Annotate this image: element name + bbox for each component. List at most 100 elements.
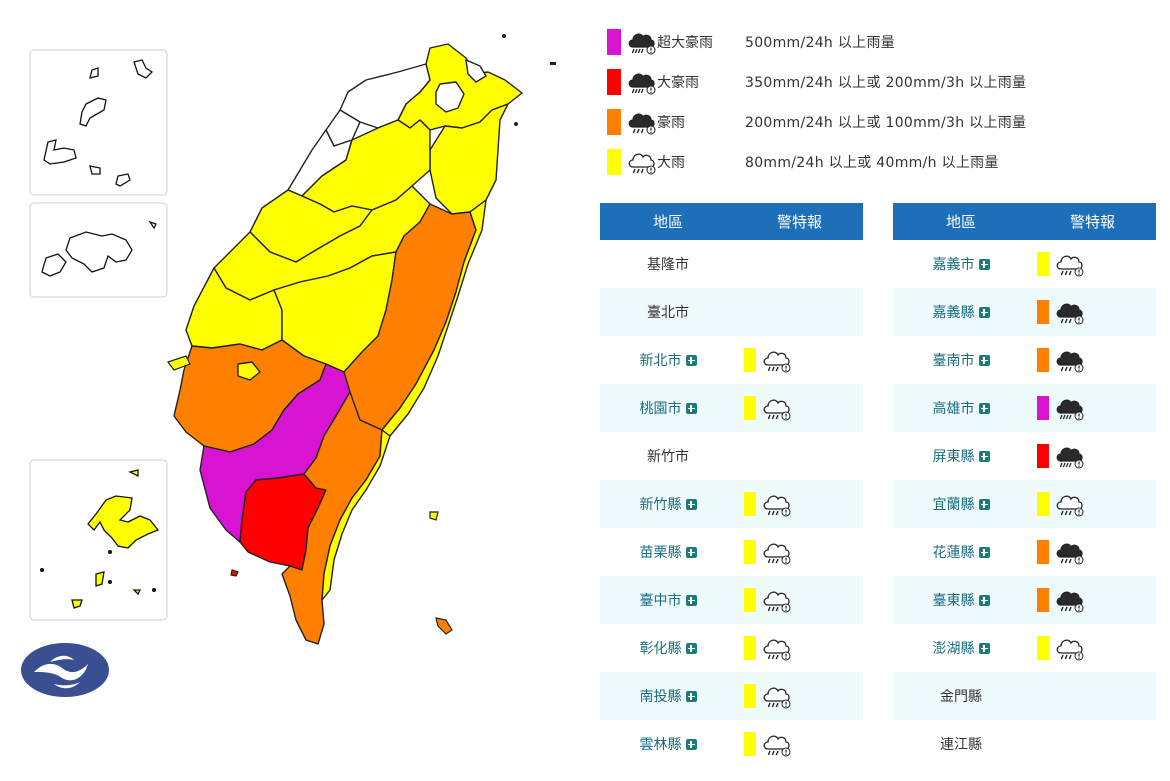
- region-name[interactable]: 嘉義縣: [932, 305, 975, 321]
- region-name-cell[interactable]: 雲林縣: [600, 734, 736, 754]
- warning-level-bar: [1037, 636, 1049, 660]
- expand-plus-icon[interactable]: [685, 594, 697, 606]
- map-region-orchid-island: [435, 617, 453, 635]
- table-row: 高雄市: [893, 384, 1156, 432]
- warning-cell: [1029, 538, 1156, 566]
- dark-cloud-heavy-rain-icon: [1055, 442, 1085, 470]
- warning-cell: [1029, 394, 1156, 422]
- legend-level-desc: 200mm/24h 以上或 100mm/3h 以上雨量: [745, 115, 1027, 131]
- region-name-cell[interactable]: 南投縣: [600, 686, 736, 706]
- inset-kinmen-islands: [41, 220, 157, 277]
- warning-cell: [1029, 586, 1156, 614]
- expand-plus-icon[interactable]: [978, 594, 990, 606]
- legend-row-extreme_torrential: 超大豪雨 500mm/24h 以上雨量: [607, 28, 895, 56]
- region-name[interactable]: 花蓮縣: [932, 545, 975, 561]
- region-name[interactable]: 屏東縣: [932, 449, 975, 465]
- expand-plus-icon[interactable]: [978, 642, 990, 654]
- expand-plus-icon[interactable]: [978, 498, 990, 510]
- expand-plus-icon[interactable]: [685, 642, 697, 654]
- expand-plus-icon[interactable]: [685, 354, 697, 366]
- region-name[interactable]: 澎湖縣: [932, 641, 975, 657]
- dark-cloud-heavy-rain-icon: [627, 28, 657, 56]
- expand-plus-icon[interactable]: [978, 450, 990, 462]
- header-region: 地區: [652, 213, 683, 231]
- table-row: 雲林縣: [600, 720, 863, 768]
- expand-plus-icon[interactable]: [978, 546, 990, 558]
- region-name-cell[interactable]: 宜蘭縣: [893, 494, 1029, 514]
- map-region-green-island: [429, 511, 439, 521]
- warning-level-bar: [1037, 540, 1049, 564]
- region-name[interactable]: 臺東縣: [932, 593, 975, 609]
- outline-cloud-rain-icon: [762, 682, 792, 710]
- region-name-cell[interactable]: 新竹縣: [600, 494, 736, 514]
- map-region-keelung: [465, 59, 487, 83]
- region-name-cell[interactable]: 嘉義縣: [893, 302, 1029, 322]
- outline-cloud-rain-icon: [762, 394, 792, 422]
- region-name-cell: 連江縣: [893, 734, 1029, 754]
- table-row: 苗栗縣: [600, 528, 863, 576]
- region-name[interactable]: 桃園市: [639, 401, 682, 417]
- warning-cell: [736, 634, 863, 662]
- region-name-cell[interactable]: 高雄市: [893, 398, 1029, 418]
- warning-level-bar: [1037, 348, 1049, 372]
- warning-cell: [1029, 346, 1156, 374]
- expand-plus-icon[interactable]: [685, 738, 697, 750]
- expand-plus-icon[interactable]: [978, 306, 990, 318]
- region-name-cell[interactable]: 彰化縣: [600, 638, 736, 658]
- warning-level-bar: [744, 540, 756, 564]
- region-name-cell[interactable]: 桃園市: [600, 398, 736, 418]
- table-row: 臺東縣: [893, 576, 1156, 624]
- dark-cloud-rain-icon: [1055, 346, 1085, 374]
- region-name[interactable]: 南投縣: [639, 689, 682, 705]
- expand-plus-icon[interactable]: [685, 546, 697, 558]
- inset-penghu-islands: [71, 469, 160, 609]
- region-name[interactable]: 雲林縣: [639, 737, 682, 753]
- dark-cloud-heavy-rain-icon: [627, 68, 657, 96]
- region-name[interactable]: 彰化縣: [639, 641, 682, 657]
- warning-cell: [1029, 442, 1156, 470]
- legend-level-name: 大雨: [657, 155, 685, 171]
- warning-level-bar: [1037, 444, 1049, 468]
- legend-swatch: [607, 149, 621, 175]
- region-name-cell[interactable]: 花蓮縣: [893, 542, 1029, 562]
- table-row: 臺中市: [600, 576, 863, 624]
- region-name[interactable]: 嘉義市: [932, 257, 975, 273]
- expand-plus-icon[interactable]: [685, 498, 697, 510]
- region-name[interactable]: 新竹縣: [639, 497, 682, 513]
- region-name[interactable]: 臺南市: [932, 353, 975, 369]
- dark-cloud-rain-icon: [1055, 298, 1085, 326]
- region-name[interactable]: 新北市: [639, 353, 682, 369]
- outline-cloud-rain-icon: [1055, 634, 1085, 662]
- region-name-cell[interactable]: 苗栗縣: [600, 542, 736, 562]
- region-name-cell[interactable]: 新北市: [600, 350, 736, 370]
- dark-cloud-heavy-rain-icon: [1055, 394, 1085, 422]
- expand-plus-icon[interactable]: [978, 402, 990, 414]
- expand-plus-icon[interactable]: [978, 354, 990, 366]
- region-name-cell[interactable]: 臺南市: [893, 350, 1029, 370]
- region-name[interactable]: 苗栗縣: [639, 545, 682, 561]
- region-name-cell[interactable]: 臺東縣: [893, 590, 1029, 610]
- table-row: 彰化縣: [600, 624, 863, 672]
- region-name-cell[interactable]: 澎湖縣: [893, 638, 1029, 658]
- warning-cell: [736, 682, 863, 710]
- region-name[interactable]: 高雄市: [932, 401, 975, 417]
- legend-swatch: [607, 109, 621, 135]
- warning-cell: [1029, 490, 1156, 518]
- expand-plus-icon[interactable]: [978, 258, 990, 270]
- outline-cloud-rain-icon: [762, 634, 792, 662]
- region-name[interactable]: 臺中市: [639, 593, 682, 609]
- expand-plus-icon[interactable]: [685, 402, 697, 414]
- region-name: 金門縣: [940, 689, 982, 705]
- expand-plus-icon[interactable]: [685, 690, 697, 702]
- region-name-cell[interactable]: 屏東縣: [893, 446, 1029, 466]
- region-name-cell[interactable]: 臺中市: [600, 590, 736, 610]
- outline-cloud-rain-icon: [762, 490, 792, 518]
- outline-cloud-rain-icon: [762, 346, 792, 374]
- region-name-cell[interactable]: 嘉義市: [893, 254, 1029, 274]
- warning-level-bar: [744, 588, 756, 612]
- table-row: 嘉義市: [893, 240, 1156, 288]
- taiwan-rain-warning-map: [21, 34, 556, 697]
- outline-cloud-rain-icon: [1055, 250, 1085, 278]
- region-name[interactable]: 宜蘭縣: [932, 497, 975, 513]
- legend-row-torrential: 大豪雨 350mm/24h 以上或 200mm/3h 以上雨量: [607, 68, 1026, 96]
